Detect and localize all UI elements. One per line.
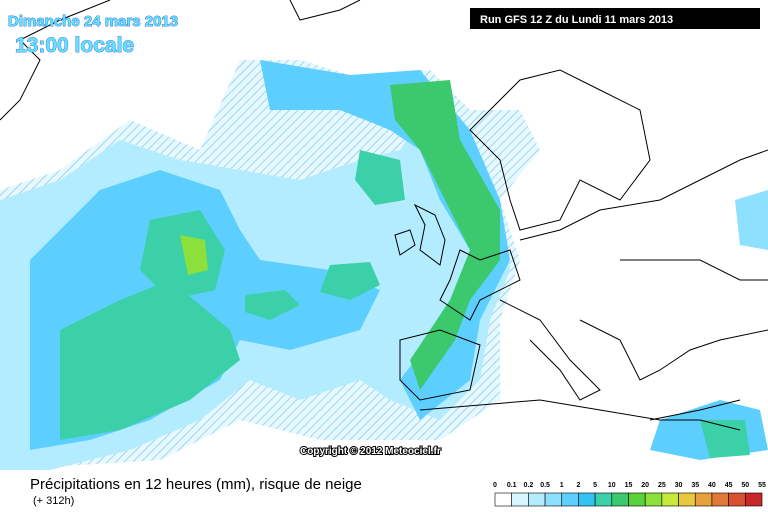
legend-tick: 0.2 <box>524 482 534 489</box>
legend-tick: 40 <box>708 482 716 489</box>
legend-swatch <box>745 492 763 507</box>
legend-swatch <box>644 492 663 507</box>
legend-swatch <box>661 492 679 507</box>
legend: 0 0.1 0.2 0.5 1 2 5 10 15 20 25 30 35 40 45 50 55 <box>493 482 766 507</box>
footer-title: Précipitations en 12 heures (mm), risque… <box>30 476 362 493</box>
legend-swatch <box>528 492 546 507</box>
legend-tick: 5 <box>593 482 597 489</box>
legend-tick: 30 <box>675 482 683 489</box>
legend-swatch <box>561 492 579 507</box>
legend-tick: 25 <box>658 482 666 489</box>
legend-tick: 0.5 <box>540 482 550 489</box>
legend-swatch <box>694 492 713 507</box>
legend-swatch <box>711 492 729 507</box>
legend-tick: 20 <box>641 482 649 489</box>
footer-lead: (+ 312h) <box>33 495 74 507</box>
legend-tick: 0.1 <box>507 482 517 489</box>
legend-swatch <box>611 492 629 507</box>
date-label: Dimanche 24 mars 2013 <box>8 13 178 30</box>
time-label: 13:00 locale <box>15 34 134 57</box>
legend-tick: 50 <box>741 482 749 489</box>
legend-swatch <box>594 492 613 507</box>
legend-tick: 55 <box>758 482 766 489</box>
legend-swatch <box>678 492 696 507</box>
legend-swatch <box>511 492 529 507</box>
legend-tick: 1 <box>560 482 564 489</box>
run-label: Run GFS 12 Z du Lundi 11 mars 2013 <box>480 14 673 26</box>
legend-tick: 45 <box>725 482 733 489</box>
legend-tick: 35 <box>691 482 699 489</box>
legend-tick: 15 <box>625 482 633 489</box>
copyright: Copyright © 2012 Meteociel.fr <box>300 446 441 457</box>
run-box <box>470 8 760 29</box>
legend-swatch <box>578 492 596 507</box>
legend-swatch <box>728 492 746 507</box>
legend-swatch <box>628 492 646 507</box>
legend-tick: 0 <box>493 482 497 489</box>
legend-swatch <box>494 492 512 507</box>
legend-tick: 10 <box>608 482 616 489</box>
legend-swatch <box>544 492 563 507</box>
coastlines <box>0 0 768 431</box>
legend-tick: 2 <box>576 482 580 489</box>
precipitation-field <box>0 60 768 470</box>
